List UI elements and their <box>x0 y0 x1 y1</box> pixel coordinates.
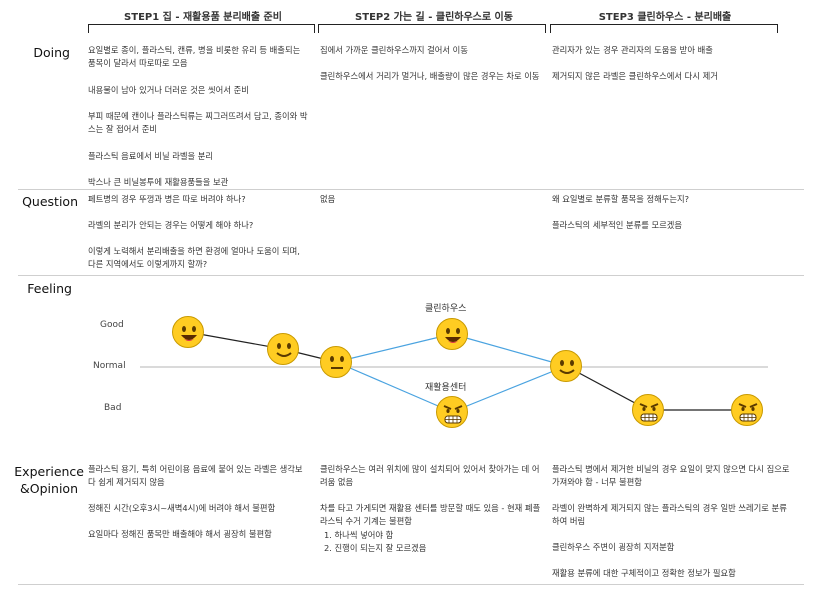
question-s1-item: 라벨의 분리가 안되는 경우는 어떻게 해야 하나? <box>88 220 254 230</box>
row-label-experience: Experience <box>14 464 84 479</box>
experience-s3-item: 라벨이 완벽하게 제거되지 않는 플라스틱의 경우 일반 쓰레기로 분류하여 버… <box>552 503 787 526</box>
feeling-line-blue <box>451 333 567 367</box>
row-label-question: Question <box>22 194 78 209</box>
divider-question-feeling <box>18 275 804 276</box>
doing-s2-item: 집에서 가까운 클린하우스까지 걸어서 이동 <box>320 45 468 55</box>
step3-bracket <box>550 24 778 33</box>
experience-s2-item: 클린하우스는 여러 위치에 많이 설치되어 있어서 찾아가는 데 어려움 없음 <box>320 464 540 487</box>
feeling-label-cleanhouse: 클린하우스 <box>425 304 467 314</box>
question-s1-item: 이렇게 노력해서 분리배출을 하면 환경에 얼마나 도움이 되며, 다른 지역에… <box>88 246 300 269</box>
divider-bottom <box>18 584 804 585</box>
feeling-line-blue <box>335 333 453 363</box>
doing-s1-item: 박스나 큰 비닐봉투에 재활용품들을 보관 <box>88 177 229 187</box>
experience-s1-item: 정해진 시간(오후3시~새벽4시)에 버려야 해서 불편함 <box>88 503 276 513</box>
question-s3-item: 왜 요일별로 분류할 품목을 정해두는지? <box>552 194 690 204</box>
doing-s1-item: 내용물이 남아 있거나 더러운 것은 씻어서 준비 <box>88 85 249 95</box>
experience-s3-item: 플라스틱 병에서 제거한 비닐의 경우 요일이 맞지 않으면 다시 집으로 가져… <box>552 464 790 487</box>
step2-bracket <box>318 24 546 33</box>
step3-title: STEP3 클린하우스 - 분리배출 <box>598 12 732 23</box>
step1-title: STEP1 집 - 재활용품 분리배출 준비 <box>124 12 282 23</box>
row-label-feeling: Feeling <box>27 281 72 296</box>
experience-s1-item: 플라스틱 용기, 특히 어린이용 음료에 붙어 있는 라벨은 생각보다 쉽게 제… <box>88 464 303 487</box>
doing-s1-item: 요일별로 종이, 플라스틱, 캔류, 병을 비롯한 유리 등 배출되는 품목이 … <box>88 45 301 68</box>
doing-s2-item: 클린하우스에서 거리가 멀거나, 배출량이 많은 경우는 차로 이동 <box>320 71 540 81</box>
neutral-face-icon <box>320 346 352 378</box>
happy-face-icon <box>436 318 468 350</box>
experience-s3-item: 재활용 분류에 대한 구체적이고 정확한 정보가 필요함 <box>552 568 736 578</box>
feeling-label-recycle-center: 재활용센터 <box>425 383 467 393</box>
experience-s2-item: 1. 하나씩 넣어야 함 <box>324 530 394 540</box>
step2-title: STEP2 가는 길 - 클린하우스로 이동 <box>355 12 513 23</box>
row-label-doing: Doing <box>33 45 70 60</box>
question-s3-item: 플라스틱의 세부적인 분류를 모르겠음 <box>552 220 683 230</box>
happy-face-icon <box>172 316 204 348</box>
happy-face-icon <box>267 333 299 365</box>
angry-face-icon <box>436 396 468 428</box>
doing-s1-item: 플라스틱 음료에서 비닐 라벨을 분리 <box>88 151 214 161</box>
experience-s2-item: 차를 타고 가게되면 재활용 센터를 방문할 때도 있음 - 현재 폐플라스틱 … <box>320 503 541 526</box>
happy-face-icon <box>550 350 582 382</box>
feeling-line-blue <box>451 365 567 413</box>
row-label-opinion: &Opinion <box>20 481 78 496</box>
divider-doing-question <box>18 189 804 190</box>
feeling-scale-normal: Normal <box>93 361 126 371</box>
experience-s2-item: 2. 진행이 되는지 잘 모르겠음 <box>324 543 427 553</box>
doing-s3-item: 제거되지 않은 라벨은 클린하우스에서 다시 제거 <box>552 71 718 81</box>
doing-s1-item: 부피 때문에 캔이나 플라스틱류는 찌그러뜨려서 담고, 종이와 박스는 잘 접… <box>88 111 308 134</box>
angry-face-icon <box>632 394 664 426</box>
experience-s1-item: 요일마다 정해진 품목만 배출해야 해서 굉장히 불편함 <box>88 529 272 539</box>
feeling-scale-good: Good <box>100 320 124 330</box>
question-s1-item: 페트병의 경우 뚜껑과 병은 따로 버려야 하나? <box>88 194 246 204</box>
angry-face-icon <box>731 394 763 426</box>
feeling-scale-bad: Bad <box>104 403 122 413</box>
doing-s3-item: 관리자가 있는 경우 관리자의 도움을 받아 배출 <box>552 45 713 55</box>
question-s2-item: 없음 <box>320 194 336 204</box>
step1-bracket <box>88 24 315 33</box>
experience-s3-item: 클린하우스 주변이 굉장히 지저분함 <box>552 542 675 552</box>
